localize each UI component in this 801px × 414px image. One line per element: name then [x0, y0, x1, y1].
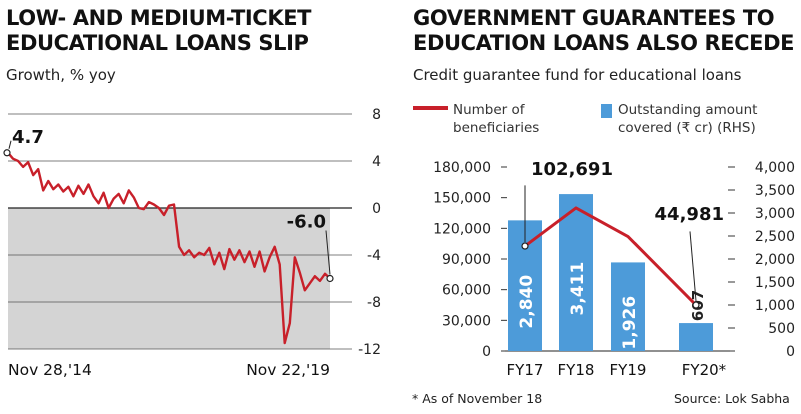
end-point-marker — [326, 274, 334, 283]
negative-growth-shade — [8, 208, 330, 349]
growth-series-line — [7, 152, 331, 345]
fy20-leader — [689, 231, 697, 302]
end-annotation-label: -6.0 — [287, 212, 326, 233]
category-label: FY18 — [558, 361, 595, 379]
amount-bar-fy18 — [559, 194, 593, 351]
start-annotation-label: 4.7 — [12, 127, 44, 148]
legend-line-label-1: Number of — [453, 102, 526, 118]
right-axis-label: 2,000 — [755, 252, 795, 268]
amount-bar-fy19 — [611, 262, 645, 351]
right-axis-label: 0 — [786, 344, 795, 360]
right-chart-title: GOVERNMENT GUARANTEES TO EDUCATION LOANS… — [413, 6, 795, 56]
right-axis-label: 4,000 — [755, 160, 795, 176]
legend-bar-label-2: covered (₹ cr) (RHS) — [618, 120, 756, 136]
left-y-tick-label: 8 — [372, 107, 381, 123]
beneficiaries-line — [524, 206, 698, 307]
right-axis-label: 3,000 — [755, 206, 795, 222]
left-title-line-1: LOW- AND MEDIUM-TICKET — [6, 6, 312, 30]
beneficiaries-label-fy20: 44,981 — [655, 204, 724, 225]
right-title-line-2: EDUCATION LOANS ALSO RECEDE — [413, 31, 795, 55]
right-axis-label: 2,500 — [755, 229, 795, 245]
left-axis-label: 90,000 — [442, 252, 491, 268]
beneficiaries-label-fy17: 102,691 — [531, 159, 613, 180]
right-axis-label: 1,500 — [755, 275, 795, 291]
left-title-line-2: EDUCATIONAL LOANS SLIP — [6, 31, 309, 55]
left-y-tick-label: -12 — [358, 342, 381, 358]
amount-bar-label: 3,411 — [568, 262, 588, 316]
end-annotation-leader — [325, 230, 331, 275]
left-axis-label: 180,000 — [433, 160, 491, 176]
beneficiaries-point-marker — [692, 301, 700, 309]
right-axis-label: 500 — [768, 321, 795, 337]
legend-bar-label-1: Outstanding amount — [618, 102, 757, 118]
left-axis-label: 150,000 — [433, 191, 491, 207]
amount-bar-label: 2,840 — [517, 275, 537, 329]
category-label: FY19 — [610, 361, 647, 379]
source-note: Source: Lok Sabha — [674, 391, 790, 406]
left-chart-title: LOW- AND MEDIUM-TICKET EDUCATIONAL LOANS… — [6, 6, 311, 56]
left-axis-label: 120,000 — [433, 221, 491, 237]
right-axis-label: 3,500 — [755, 183, 795, 199]
left-y-tick-label: 0 — [372, 201, 381, 217]
footnote: * As of November 18 — [412, 391, 543, 406]
amount-bar-label: 1,926 — [620, 296, 640, 350]
category-label: FY17 — [507, 361, 544, 379]
amount-bar-fy17 — [508, 220, 542, 351]
legend-line-label-2: beneficiaries — [453, 120, 539, 136]
left-y-tick-label: -4 — [367, 248, 381, 264]
left-axis-label: 0 — [482, 344, 491, 360]
start-point-marker — [3, 149, 11, 157]
start-annotation-leader — [8, 140, 12, 149]
left-x-label-end: Nov 22,'19 — [246, 361, 330, 379]
left-y-tick-label: 4 — [372, 154, 381, 170]
left-axis-label: 30,000 — [442, 313, 491, 329]
chart-legend: Number of beneficiaries Outstanding amou… — [413, 102, 757, 136]
guarantee-combo-chart: Number of beneficiaries Outstanding amou… — [413, 102, 795, 379]
right-chart-subtitle: Credit guarantee fund for educational lo… — [413, 66, 742, 84]
right-axis-label: 1,000 — [755, 298, 795, 314]
left-chart-subtitle: Growth, % yoy — [6, 66, 116, 84]
beneficiaries-point-marker — [521, 242, 529, 250]
left-axis-label: 60,000 — [442, 283, 491, 299]
category-label: FY20* — [682, 361, 727, 379]
legend-bar-swatch — [601, 104, 612, 118]
right-title-line-1: GOVERNMENT GUARANTEES TO — [413, 6, 775, 30]
growth-line-chart: 8 4 0 -4 -8 -12 4.7 -6.0 Nov 28,'14 Nov 22,'19 — [3, 107, 381, 379]
left-y-tick-label: -8 — [367, 295, 381, 311]
left-x-label-start: Nov 28,'14 — [8, 361, 92, 379]
amount-bar-fy20 — [679, 323, 713, 351]
